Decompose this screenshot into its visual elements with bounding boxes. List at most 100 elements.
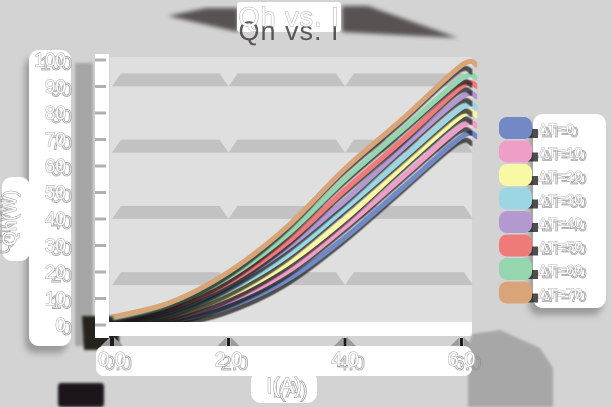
legend-swatch-shadow (528, 293, 538, 303)
legend-label: ΔT=30 (538, 192, 583, 209)
legend-swatch[interactable] (499, 211, 532, 233)
legend-label-ghost: ΔT=50 (542, 242, 587, 259)
legend-label: ΔT=10 (538, 145, 583, 162)
y-axis-shadow (75, 63, 93, 346)
y-tick-mark (95, 85, 106, 88)
grid-band (112, 139, 229, 153)
svg-text:Qh(W): Qh(W) (0, 190, 21, 246)
y-tick-label: 60 (45, 157, 66, 178)
series-curve-ΔT=50[interactable] (111, 80, 479, 323)
legend-label: ΔT=50 (538, 239, 583, 256)
y-tick-label: 90 (45, 77, 66, 98)
y-tick-label: 80 (45, 104, 66, 125)
svg-text:Qh(W): Qh(W) (0, 198, 15, 254)
x-tick-label: 2.0 (215, 349, 243, 371)
svg-text:I(A): I(A) (266, 373, 301, 398)
axes (75, 54, 472, 350)
series-curve-ΔT=30[interactable] (111, 101, 479, 325)
y-axis (95, 54, 109, 338)
legend-item[interactable]: ΔT=0ΔT=0 (499, 117, 579, 141)
y-tick-marks (95, 58, 106, 327)
legend-label-ghost: ΔT=30 (542, 195, 587, 212)
legend-swatch[interactable] (499, 164, 532, 186)
y-tick-label-ghost: 70 (51, 134, 72, 155)
y-tick-label-ghost: 30 (51, 240, 72, 261)
y-tick-label-ghost: 0 (61, 319, 72, 340)
y-tick-mark (95, 191, 106, 194)
y-tick-label: 30 (45, 236, 66, 257)
y-tick-label: 70 (45, 130, 66, 151)
x-tick-mark (110, 338, 114, 351)
title-shadow-left-wing (168, 8, 238, 32)
legend-swatch[interactable] (499, 117, 532, 139)
y-tick-mark (95, 244, 106, 247)
series-curve-ΔT=20[interactable] (111, 109, 479, 327)
legend-label: ΔT=70 (538, 286, 583, 303)
x-labels-strip (96, 346, 472, 376)
series-curves (111, 58, 479, 328)
y-tick-label: 100 (34, 51, 66, 72)
x-tick-label-ghost: 6.0 (454, 353, 482, 375)
x-tick-mark (460, 338, 463, 351)
x-axis-title: I(A) I(A) (266, 373, 308, 403)
legend-label-ghost: ΔT=40 (542, 218, 587, 235)
grid-band (112, 73, 229, 87)
legend-swatch-shadow (528, 176, 538, 185)
series-curve-ΔT=70[interactable] (111, 58, 479, 320)
series-curve-ΔT=10[interactable] (111, 120, 479, 328)
legend-label-ghost: ΔT=0 (542, 124, 578, 141)
x-tick-label: 6.0 (448, 349, 476, 371)
y-tick-mark (95, 138, 106, 141)
x-tick-label: 4.0 (331, 349, 359, 371)
chart-title-block: Qh vs. I Qh vs. I (168, 2, 458, 46)
x-axis-title-panel (251, 371, 317, 403)
y-tick-label-ghost: 40 (51, 213, 72, 234)
grid-band (112, 272, 229, 286)
legend: ΔT=0ΔT=0ΔT=10ΔT=10ΔT=20ΔT=20ΔT=30ΔT=30ΔT… (499, 114, 606, 308)
grid-band (345, 272, 473, 286)
y-axis-title: Qh(W) Qh(W) (0, 190, 22, 255)
legend-swatch-shadow (528, 129, 538, 138)
x-tick-label-ghost: 0.0 (104, 353, 132, 375)
y-tick-label: 10 (45, 289, 66, 310)
y-tick-mark (95, 270, 106, 274)
y-tick-label-ghost: 100 (40, 54, 72, 75)
y-tick-label-ghost: 90 (51, 81, 72, 102)
series-curve-ΔT=40[interactable] (111, 90, 479, 324)
legend-label-ghost: ΔT=10 (542, 148, 587, 165)
legend-label: ΔT=40 (538, 215, 583, 232)
y-tick-label: 50 (45, 183, 66, 204)
legend-label: ΔT=0 (538, 121, 574, 138)
x-tick-mark (343, 338, 347, 351)
y-labels-strip (29, 50, 71, 346)
legend-swatch[interactable] (499, 187, 532, 210)
legend-swatch[interactable] (499, 258, 532, 280)
grid-band (228, 139, 345, 153)
legend-swatch-shadow (528, 223, 538, 232)
bottom-left-shadow-blob (58, 383, 104, 407)
legend-swatch[interactable] (499, 281, 532, 304)
legend-swatch[interactable] (499, 140, 532, 163)
legend-swatch[interactable] (499, 234, 532, 257)
chart-title: Qh vs. I (238, 2, 339, 32)
legend-swatch-shadow (528, 152, 538, 162)
y-tick-label-ghost: 80 (51, 107, 72, 128)
legend-label-ghost: ΔT=70 (542, 289, 587, 306)
x-axis (96, 322, 472, 336)
legend-swatch-shadow (528, 199, 538, 209)
legend-panel (533, 114, 606, 308)
y-tick-mark (95, 111, 106, 115)
series-curve-ΔT=60[interactable] (111, 72, 479, 321)
grid-band (228, 73, 345, 87)
title-panel (237, 2, 341, 32)
legend-swatch-shadow (528, 270, 538, 279)
